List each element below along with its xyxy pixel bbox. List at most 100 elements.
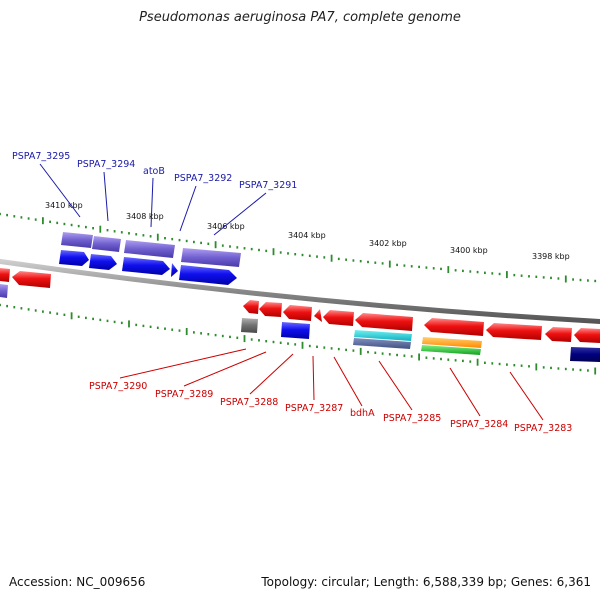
gene-label[interactable]: PSPA7_3291 — [239, 180, 297, 191]
gene-label[interactable]: PSPA7_3289 — [155, 389, 213, 400]
gene-label[interactable]: PSPA7_3285 — [383, 413, 441, 424]
major-tick-mark — [301, 341, 304, 349]
minor-tick-mark — [432, 267, 435, 270]
gene-arrow[interactable] — [171, 263, 178, 277]
gene-box[interactable] — [181, 248, 241, 267]
major-tick-mark — [564, 275, 567, 283]
minor-tick-mark — [308, 254, 311, 257]
minor-tick-mark — [13, 215, 16, 218]
gene-box[interactable] — [241, 318, 258, 333]
gene-arrow[interactable] — [424, 318, 484, 336]
minor-tick-mark — [491, 272, 494, 275]
gene-label[interactable]: PSPA7_3295 — [12, 151, 70, 162]
minor-tick-mark — [513, 273, 516, 277]
major-tick-mark — [99, 225, 102, 233]
minor-tick-mark — [85, 225, 87, 229]
gene-arrow[interactable] — [545, 327, 572, 342]
minor-tick-mark — [92, 317, 94, 321]
gene-box[interactable] — [354, 330, 412, 341]
minor-tick-mark — [236, 246, 239, 249]
gene-label[interactable]: PSPA7_3292 — [174, 173, 232, 184]
minor-tick-mark — [258, 248, 260, 252]
major-tick-mark — [535, 363, 538, 371]
map-title: Pseudomonas aeruginosa PA7, complete gen… — [139, 10, 461, 25]
minor-tick-mark — [403, 264, 406, 267]
tick-label: 3408 kbp — [126, 212, 164, 221]
minor-tick-mark — [0, 212, 1, 216]
gene-label[interactable]: bdhA — [350, 408, 375, 419]
minor-tick-mark — [469, 270, 472, 273]
gene-label[interactable]: PSPA7_3284 — [450, 419, 508, 430]
gene-box[interactable] — [0, 284, 8, 298]
gene-arrow[interactable] — [259, 302, 282, 317]
minor-tick-mark — [520, 364, 523, 367]
major-tick-mark — [476, 358, 479, 366]
tick-label: 3400 kbp — [450, 246, 488, 255]
minor-tick-mark — [498, 272, 501, 276]
minor-tick-mark — [56, 312, 59, 315]
minor-tick-mark — [156, 326, 159, 329]
gene-arrow[interactable] — [314, 309, 322, 322]
accession-text: Accession: NC_009656 — [9, 575, 146, 589]
minor-tick-mark — [142, 324, 145, 328]
minor-tick-mark — [410, 265, 413, 268]
gene-arrow[interactable] — [89, 254, 117, 270]
minor-tick-mark — [279, 251, 282, 254]
minor-tick-mark — [63, 313, 66, 316]
minor-tick-mark — [454, 269, 457, 272]
minor-tick-mark — [92, 227, 94, 230]
forward-strand-genes — [0, 232, 241, 298]
reverse-gene-labels: PSPA7_3290 PSPA7_3289 PSPA7_3288 PSPA7_3… — [89, 381, 572, 434]
gene-label[interactable]: PSPA7_3287 — [285, 403, 343, 414]
gene-box[interactable] — [92, 236, 121, 252]
gene-arrow[interactable] — [122, 257, 170, 275]
gene-label[interactable]: PSPA7_3290 — [89, 381, 147, 392]
minor-tick-mark — [432, 357, 435, 360]
gene-label[interactable]: atoB — [143, 166, 165, 177]
topology-text: Topology: circular; Length: 6,588,339 bp… — [261, 575, 591, 589]
gene-arrow[interactable] — [0, 268, 10, 282]
minor-tick-mark — [149, 235, 152, 238]
minor-tick-mark — [367, 350, 369, 354]
gene-label[interactable]: PSPA7_3288 — [220, 397, 278, 408]
gene-label[interactable]: PSPA7_3283 — [514, 423, 572, 434]
gene-arrow[interactable] — [574, 328, 600, 343]
gene-arrow[interactable] — [12, 271, 51, 288]
minor-tick-mark — [49, 311, 51, 314]
minor-tick-mark — [520, 274, 523, 277]
tick-label: 3402 kbp — [369, 239, 407, 248]
gene-box[interactable] — [124, 240, 175, 258]
minor-tick-mark — [6, 213, 8, 217]
gene-arrow[interactable] — [59, 250, 89, 266]
minor-tick-mark — [243, 247, 246, 250]
minor-tick-mark — [77, 315, 80, 318]
minor-tick-mark — [572, 278, 574, 281]
gene-arrow[interactable] — [323, 310, 354, 326]
minor-tick-mark — [587, 369, 589, 372]
gene-arrow[interactable] — [283, 305, 312, 321]
gene-box[interactable] — [61, 232, 93, 248]
gene-box[interactable] — [422, 337, 482, 348]
gene-label[interactable]: PSPA7_3294 — [77, 159, 135, 170]
gene-arrow[interactable] — [355, 313, 413, 331]
genome-backbone — [0, 258, 600, 324]
minor-tick-mark — [374, 351, 377, 354]
gene-box[interactable] — [281, 322, 310, 339]
gene-box[interactable] — [353, 338, 411, 349]
minor-tick-mark — [265, 249, 268, 253]
gene-arrow[interactable] — [486, 323, 542, 340]
tick-row-lower — [0, 303, 597, 375]
minor-tick-mark — [171, 328, 174, 331]
gene-box[interactable] — [421, 345, 481, 355]
minor-tick-mark — [221, 244, 224, 247]
major-tick-mark — [128, 320, 130, 328]
major-tick-mark — [418, 353, 420, 361]
minor-tick-mark — [388, 353, 391, 356]
minor-tick-mark — [77, 224, 80, 228]
minor-tick-mark — [34, 309, 37, 312]
gene-arrow[interactable] — [179, 265, 237, 285]
tick-label: 3410 kbp — [45, 201, 83, 210]
gene-box[interactable] — [570, 347, 600, 362]
minor-tick-mark — [316, 345, 318, 348]
gene-arrow[interactable] — [243, 300, 259, 314]
